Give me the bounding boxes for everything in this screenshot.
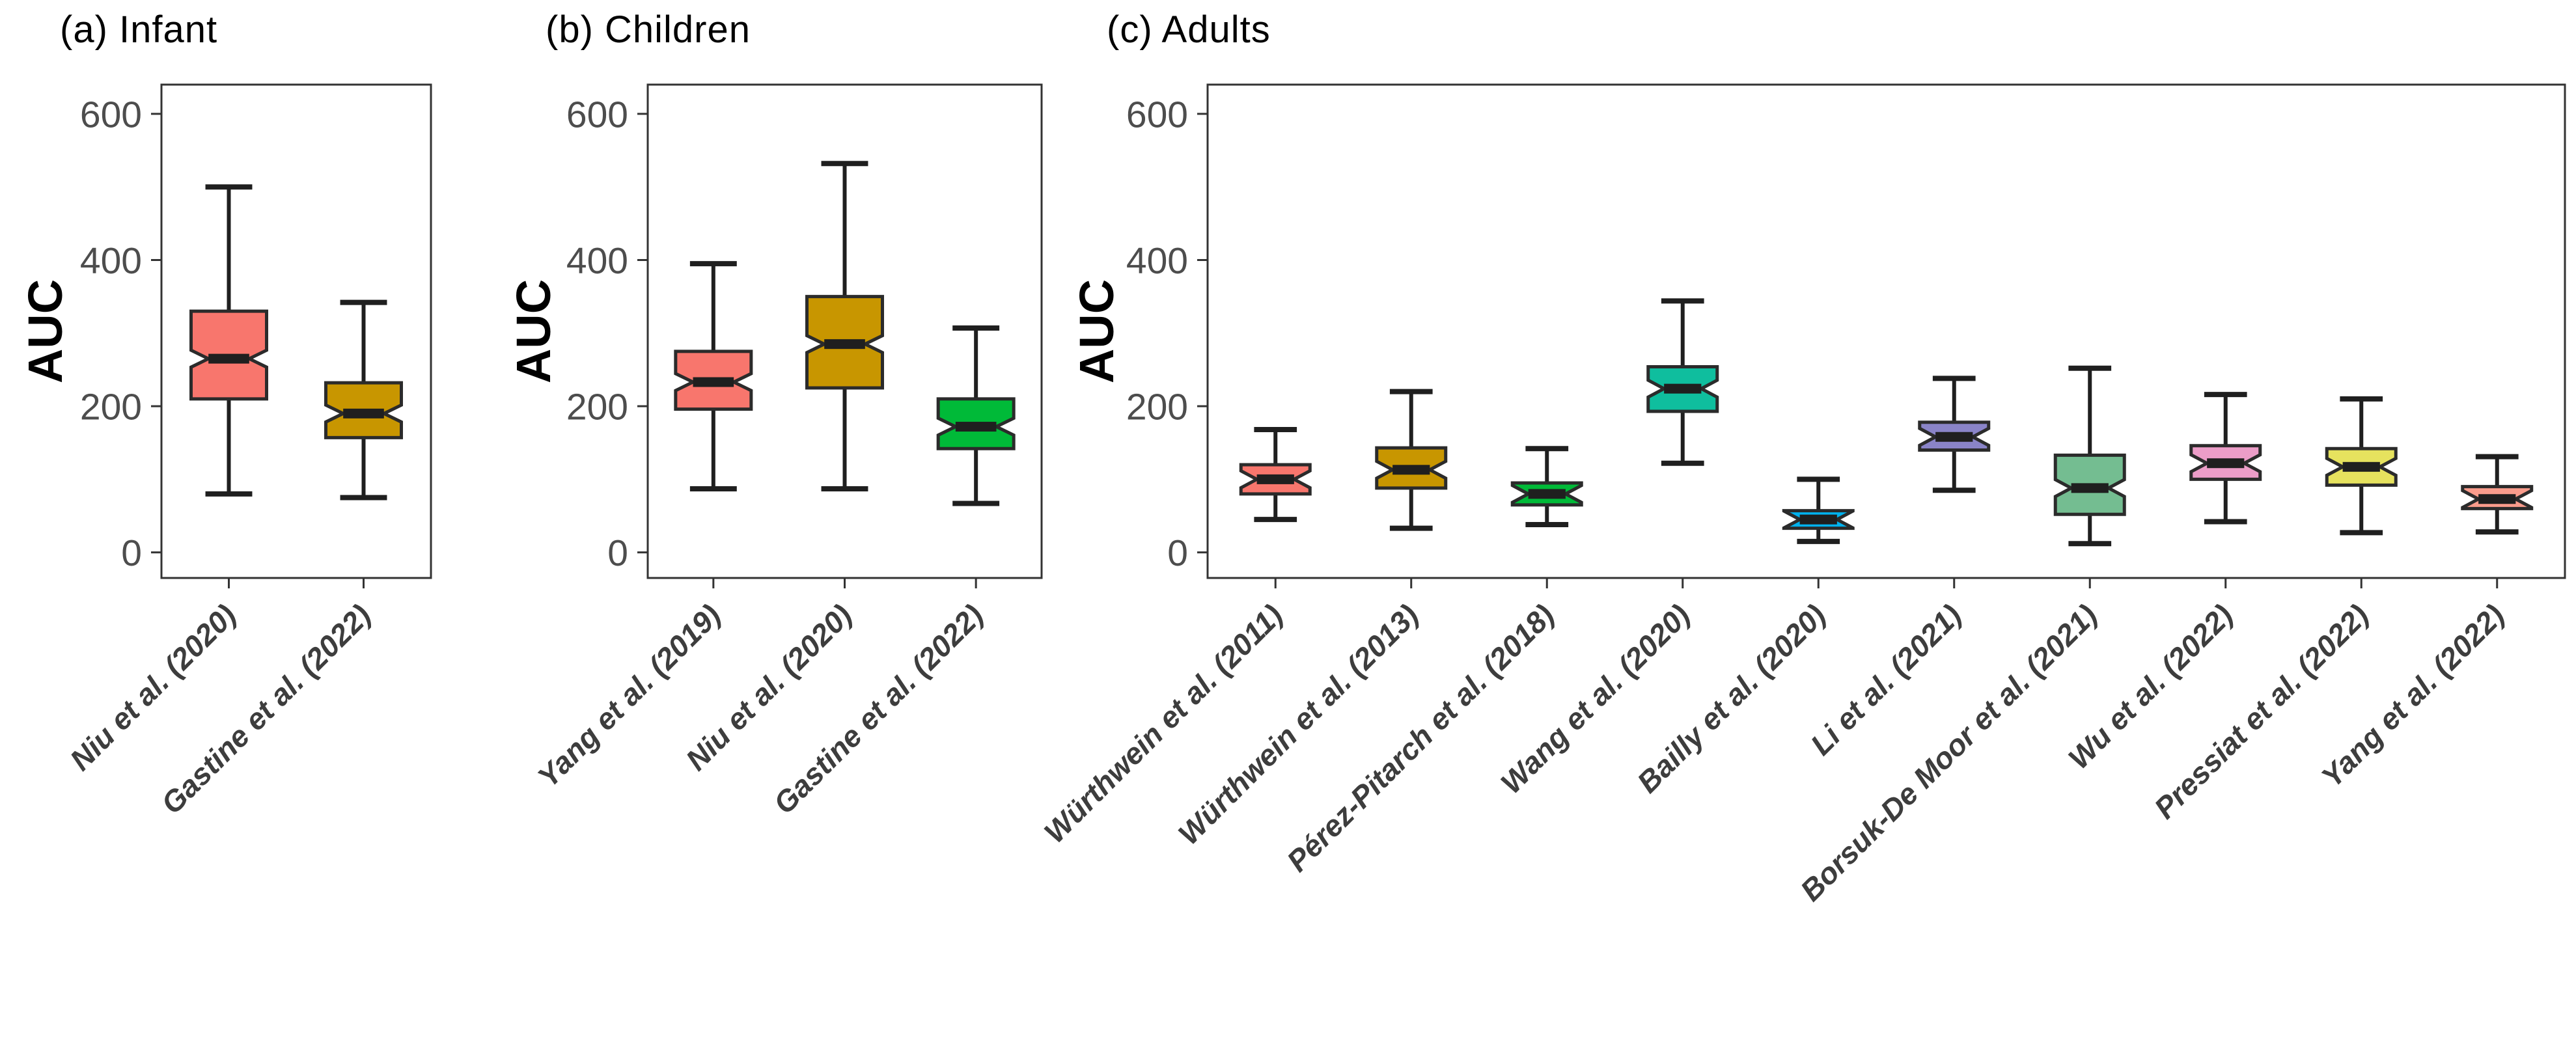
y-tick-label: 400 <box>80 240 142 282</box>
boxplot-w-rthwein-et-al-2011: Würthwein et al. (2011) <box>1038 427 1312 849</box>
y-tick-label: 400 <box>1126 240 1188 282</box>
median-line <box>1392 465 1430 475</box>
median-line <box>2207 458 2245 469</box>
panel-c-border <box>1206 83 2566 579</box>
y-tick-label: 600 <box>80 94 142 135</box>
y-tick-label: 0 <box>1167 532 1188 574</box>
y-tick-label: 200 <box>80 387 142 428</box>
panel-a-y-axis-label: AUC <box>18 279 72 384</box>
x-category-label: Borsuk-De Moor et al. (2021) <box>1794 597 2103 907</box>
x-category-label: Würthwein et al. (2011) <box>1038 597 1290 849</box>
panel-b-y-axis-label: AUC <box>506 279 561 384</box>
median-line <box>1528 489 1566 499</box>
y-tick-label: 600 <box>1126 94 1188 135</box>
median-line <box>824 339 865 350</box>
median-line <box>693 377 734 387</box>
y-tick-label: 600 <box>566 94 628 135</box>
median-line <box>343 408 384 419</box>
median-line <box>1256 474 1294 484</box>
y-tick-label: 0 <box>607 532 628 574</box>
y-tick-label: 200 <box>566 387 628 428</box>
y-tick-label: 400 <box>566 240 628 282</box>
x-category-label: Pérez-Pitarch et al. (2018) <box>1280 597 1560 878</box>
panel-c-y-axis-label: AUC <box>1070 279 1124 384</box>
panel-c: 0 200 400 600 Würthwein et al. (2011)Würthwe… <box>1038 83 2566 907</box>
panel-a-title: (a) Infant <box>60 8 218 51</box>
median-line <box>955 422 997 432</box>
median-line <box>1935 432 1973 442</box>
panel-c-title: (c) Adults <box>1107 8 1271 51</box>
panel-b-title: (b) Children <box>546 8 751 51</box>
median-line <box>2478 494 2516 504</box>
x-category-label: Würthwein et al. (2013) <box>1172 597 1425 851</box>
median-line <box>208 353 249 364</box>
median-line <box>2342 461 2380 472</box>
median-line <box>1664 383 1702 394</box>
median-line <box>2071 483 2109 493</box>
median-line <box>1799 514 1837 525</box>
y-tick-label: 0 <box>121 532 142 574</box>
y-tick-label: 200 <box>1126 387 1188 428</box>
